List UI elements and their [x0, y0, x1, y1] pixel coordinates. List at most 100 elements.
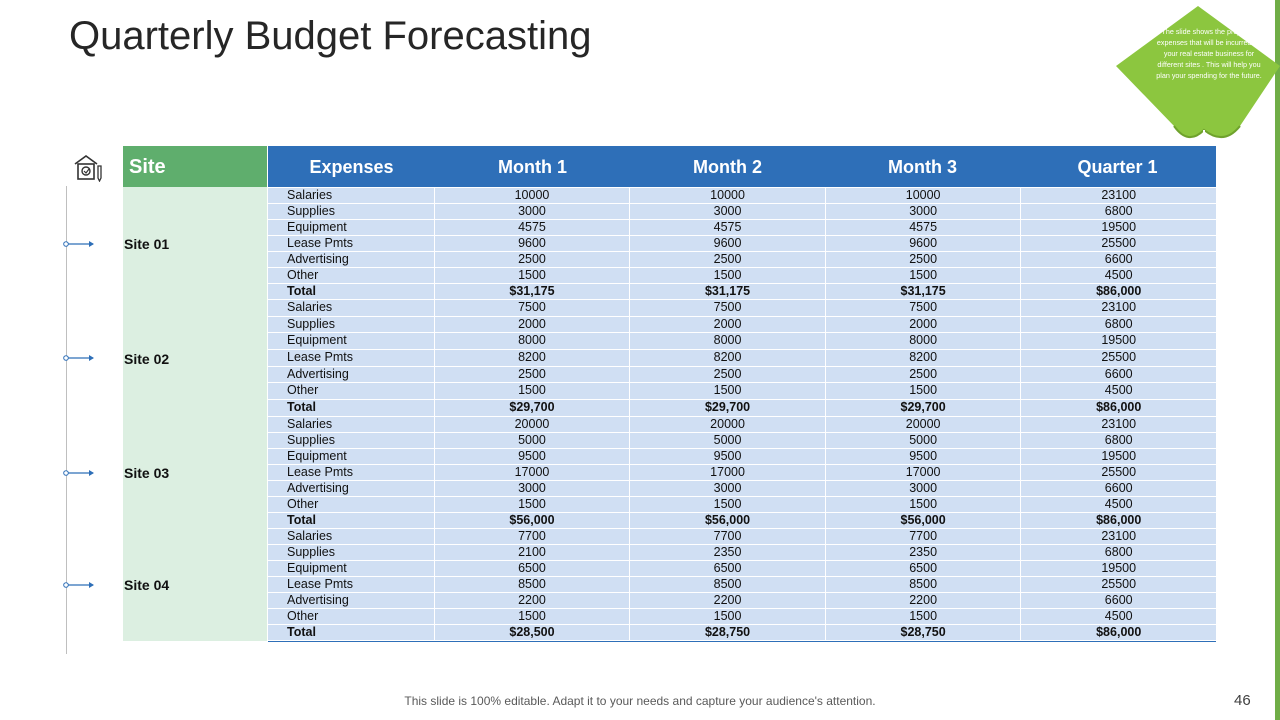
value-cell: 2200: [435, 592, 631, 608]
value-cell: 2500: [826, 252, 1022, 267]
value-cell: 19500: [1101, 220, 1137, 234]
value-cell: $56,000: [630, 512, 826, 528]
value-cell: 8000: [435, 333, 631, 350]
table-row: Equipment 9500 9500 9500 19500: [268, 448, 1216, 465]
table-row: Lease Pmts 8200 8200 8200 25500: [268, 350, 1216, 367]
value-cell: 2000: [826, 316, 1022, 333]
value-cell: 2200: [826, 592, 1022, 608]
table-row: Supplies 5000 5000 5000 6800: [268, 432, 1216, 449]
value-cell: 5000: [630, 432, 826, 448]
table-row: Advertising 3000 3000 3000 6600: [268, 480, 1216, 497]
column-header-quarter-1: Quarter 1: [1077, 157, 1158, 177]
expense-label-cell: Equipment: [268, 560, 435, 576]
expense-label-cell: Salaries: [268, 188, 435, 203]
value-cell: $31,175: [630, 284, 826, 299]
table-row: Other 1500 1500 1500 4500: [268, 608, 1216, 625]
expense-label-cell: Total: [268, 400, 435, 416]
value-cell: 7700: [435, 528, 631, 544]
timeline-line: [66, 186, 67, 654]
value-cell: 9500: [435, 448, 631, 464]
site-column-background: [123, 187, 267, 641]
value-cell: 20000: [435, 416, 631, 432]
value-cell: 8000: [630, 333, 826, 350]
value-cell: 25500: [1101, 236, 1137, 250]
value-cell: 6500: [826, 560, 1022, 576]
expense-label-cell: Other: [268, 496, 435, 512]
value-cell: 25500: [1101, 576, 1137, 591]
value-cell: 10000: [630, 188, 826, 203]
timeline-marker-arrow-icon: [63, 355, 94, 361]
timeline-marker-arrow-icon: [63, 241, 94, 247]
value-cell: 5000: [826, 432, 1022, 448]
expense-label-cell: Lease Pmts: [268, 576, 435, 592]
value-cell: 6600: [1104, 592, 1133, 607]
value-cell: 3000: [435, 480, 631, 496]
value-cell: 3000: [435, 204, 631, 219]
value-cell: 1500: [435, 383, 631, 400]
table-row: Salaries 7500 7500 7500 23100: [268, 300, 1216, 317]
value-cell: $56,000: [826, 512, 1022, 528]
value-cell: 1500: [435, 268, 631, 283]
value-cell: 3000: [630, 480, 826, 496]
value-cell: 1500: [826, 608, 1022, 624]
value-cell: 9600: [435, 236, 631, 251]
value-cell: 19500: [1101, 448, 1137, 463]
expense-label-cell: Supplies: [268, 544, 435, 560]
site-column-header: Site: [123, 146, 267, 187]
value-cell: 25500: [1101, 350, 1137, 365]
table-row: Lease Pmts 17000 17000 17000 25500: [268, 464, 1216, 481]
table-row: Supplies 2100 2350 2350 6800: [268, 544, 1216, 561]
value-cell: $29,700: [630, 400, 826, 416]
table-header: Expenses Month 1 Month 2 Month 3 Quarter…: [268, 146, 1216, 187]
expense-label-cell: Equipment: [268, 448, 435, 464]
expense-label-cell: Advertising: [268, 592, 435, 608]
value-cell: 4500: [1104, 383, 1133, 398]
expense-label-cell: Supplies: [268, 204, 435, 219]
value-cell: 5000: [435, 432, 631, 448]
expense-label-cell: Advertising: [268, 366, 435, 383]
timeline-marker-arrow-icon: [63, 470, 94, 476]
value-cell: 4575: [630, 220, 826, 235]
value-cell: 20000: [826, 416, 1022, 432]
value-cell: 4575: [435, 220, 631, 235]
expense-label-cell: Other: [268, 268, 435, 283]
value-cell: 1500: [630, 496, 826, 512]
value-cell: 10000: [826, 188, 1022, 203]
value-cell: $56,000: [435, 512, 631, 528]
expense-label-cell: Lease Pmts: [268, 236, 435, 251]
site-building-icon: [74, 155, 102, 182]
table-row: Advertising 2200 2200 2200 6600: [268, 592, 1216, 609]
value-cell: 6600: [1104, 366, 1133, 381]
value-cell: 17000: [435, 464, 631, 480]
value-cell: $29,700: [826, 400, 1022, 416]
value-cell: $28,750: [826, 624, 1022, 640]
column-header-expenses: Expenses: [309, 157, 394, 177]
footer-text: This slide is 100% editable. Adapt it to…: [404, 694, 876, 708]
value-cell: 8500: [630, 576, 826, 592]
expense-label-cell: Total: [268, 624, 435, 640]
value-cell: 23100: [1101, 528, 1137, 543]
total-row: Total $56,000 $56,000 $56,000 $86,000: [268, 512, 1216, 529]
expense-label-cell: Other: [268, 383, 435, 400]
value-cell: 3000: [630, 204, 826, 219]
right-accent-bar: [1275, 0, 1280, 720]
expense-label-cell: Equipment: [268, 220, 435, 235]
expense-label-cell: Supplies: [268, 316, 435, 333]
value-cell: 9600: [826, 236, 1022, 251]
value-cell: 2000: [435, 316, 631, 333]
table-row: Lease Pmts 8500 8500 8500 25500: [268, 576, 1216, 593]
column-header-month-1: Month 1: [498, 157, 567, 177]
column-header-month-3: Month 3: [888, 157, 957, 177]
total-row: Total $28,500 $28,750 $28,750 $86,000: [268, 624, 1216, 641]
value-cell: 7500: [630, 300, 826, 316]
value-cell: 1500: [630, 608, 826, 624]
value-cell: 4500: [1104, 496, 1133, 511]
expense-label-cell: Lease Pmts: [268, 350, 435, 366]
value-cell: 2500: [826, 366, 1022, 383]
value-cell: 1500: [630, 383, 826, 400]
value-cell: 7500: [826, 300, 1022, 316]
value-cell: 8500: [435, 576, 631, 592]
value-cell: $28,750: [630, 624, 826, 640]
expense-label-cell: Advertising: [268, 252, 435, 267]
expense-label-cell: Equipment: [268, 333, 435, 350]
